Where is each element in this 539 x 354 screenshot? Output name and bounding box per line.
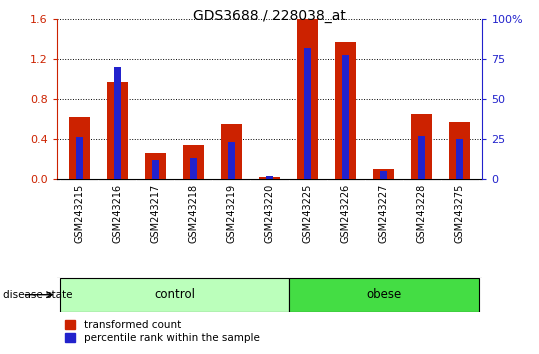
Bar [76,137,83,179]
Text: GSM243216: GSM243216 [113,184,122,243]
Text: GSM243225: GSM243225 [302,184,313,243]
Text: GSM243215: GSM243215 [74,184,85,243]
Text: GSM243226: GSM243226 [341,184,350,243]
Text: GSM243228: GSM243228 [417,184,426,243]
Text: GDS3688 / 228038_at: GDS3688 / 228038_at [193,9,346,23]
Text: GSM243227: GSM243227 [378,184,389,243]
Bar [60,278,288,312]
Bar [456,139,463,179]
Bar [418,136,425,179]
Legend: transformed count, percentile rank within the sample: transformed count, percentile rank withi… [62,317,262,346]
Text: GSM243275: GSM243275 [454,184,465,243]
Bar [373,169,394,179]
Bar [342,55,349,179]
Text: disease state: disease state [3,290,72,300]
Text: GSM243220: GSM243220 [265,184,274,243]
Bar [190,158,197,179]
Bar [114,67,121,179]
Bar [221,124,242,179]
Text: GSM243219: GSM243219 [226,184,237,243]
Bar [288,278,479,312]
Text: GSM243218: GSM243218 [189,184,198,243]
Bar [266,176,273,179]
Text: GSM243217: GSM243217 [150,184,161,243]
Bar [297,19,318,179]
Bar [69,117,90,179]
Bar [411,114,432,179]
Bar [152,160,159,179]
Text: control: control [154,288,195,301]
Text: obese: obese [366,288,401,301]
Bar [228,142,235,179]
Bar [183,145,204,179]
Bar [304,48,311,179]
Bar [380,171,387,179]
Bar [145,153,166,179]
Bar [259,177,280,179]
Bar [107,82,128,179]
Bar [335,42,356,179]
Bar [449,122,470,179]
